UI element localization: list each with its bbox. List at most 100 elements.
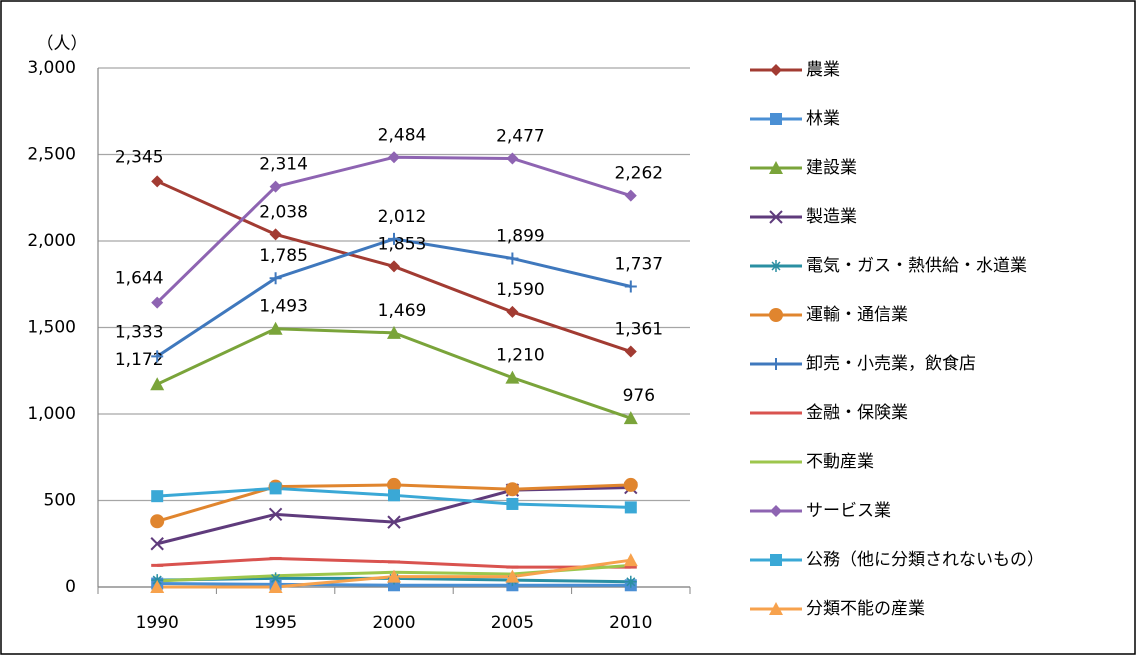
marker xyxy=(506,305,519,318)
marker xyxy=(150,580,165,593)
legend-label: 農業 xyxy=(806,60,840,80)
x-tick-label: 1995 xyxy=(254,613,297,633)
data-label: 1,172 xyxy=(115,350,164,370)
marker xyxy=(770,260,782,272)
legend-label: 建設業 xyxy=(806,158,857,178)
marker xyxy=(506,497,519,510)
data-label: 1,469 xyxy=(378,301,427,321)
marker xyxy=(770,554,782,566)
data-label: 976 xyxy=(623,386,655,406)
legend-item: 製造業 xyxy=(750,207,857,227)
data-label: 2,038 xyxy=(259,202,308,222)
marker xyxy=(151,490,164,503)
data-label: 1,210 xyxy=(496,346,545,366)
y-tick-label: 0 xyxy=(65,577,76,597)
marker xyxy=(269,482,282,495)
data-label: 1,361 xyxy=(614,320,663,340)
legend-label: 製造業 xyxy=(806,207,857,227)
marker xyxy=(150,377,165,391)
legend-item: 公務（他に分類されないもの） xyxy=(750,550,1044,570)
legend-item: 分類不能の産業 xyxy=(750,599,925,619)
marker xyxy=(506,152,519,165)
marker xyxy=(623,411,638,425)
legend-item: 建設業 xyxy=(750,158,857,178)
marker xyxy=(268,580,283,593)
marker xyxy=(505,370,520,384)
marker xyxy=(275,575,277,577)
data-label: 2,345 xyxy=(115,147,164,167)
y-tick-label: 3,000 xyxy=(27,58,76,78)
marker xyxy=(623,477,638,492)
legend-label: 運輸・通信業 xyxy=(806,305,908,325)
legend-label: 金融・保険業 xyxy=(806,403,908,423)
data-label: 1,853 xyxy=(378,234,427,254)
marker xyxy=(268,321,283,335)
marker xyxy=(624,501,637,514)
data-label: 2,012 xyxy=(378,207,427,227)
legend-item: 農業 xyxy=(750,60,840,80)
marker xyxy=(769,161,783,174)
legend-item: 不動産業 xyxy=(750,452,874,472)
legend-item: 林業 xyxy=(750,109,840,129)
marker xyxy=(387,477,401,492)
marker xyxy=(770,113,782,125)
x-tick-label: 2010 xyxy=(609,613,652,633)
marker xyxy=(151,296,164,309)
legend-item: サービス業 xyxy=(750,501,891,521)
y-tick-label: 2,500 xyxy=(27,145,76,165)
data-label: 1,590 xyxy=(496,280,545,300)
marker xyxy=(388,151,400,164)
data-label: 1,899 xyxy=(496,226,545,246)
marker xyxy=(775,461,777,463)
marker xyxy=(505,482,520,497)
legend-label: 卸売・小売業，飲食店 xyxy=(806,354,976,374)
marker xyxy=(506,252,519,265)
legend-item: 金融・保険業 xyxy=(750,403,908,423)
data-label: 2,262 xyxy=(614,164,663,184)
y-tick-label: 500 xyxy=(44,491,76,511)
marker xyxy=(770,505,782,517)
marker xyxy=(770,64,782,76)
y-tick-label: 1,500 xyxy=(27,318,76,338)
data-label: 1,493 xyxy=(259,297,308,317)
data-label: 2,314 xyxy=(259,155,308,175)
marker xyxy=(150,514,165,529)
legend-item: 運輸・通信業 xyxy=(750,305,908,325)
marker xyxy=(269,180,282,193)
marker xyxy=(387,569,401,583)
marker xyxy=(387,325,401,339)
legend-label: 公務（他に分類されないもの） xyxy=(806,550,1044,570)
x-tick-label: 2005 xyxy=(491,613,534,633)
marker xyxy=(387,515,401,529)
data-label: 2,484 xyxy=(378,125,427,145)
data-label: 1,785 xyxy=(259,246,308,266)
legend-label: サービス業 xyxy=(806,501,891,521)
marker xyxy=(769,308,783,322)
marker xyxy=(623,553,638,567)
marker xyxy=(269,272,282,285)
legend-label: 電気・ガス・熱供給・水道業 xyxy=(806,256,1027,276)
y-tick-label: 1,000 xyxy=(27,404,76,424)
marker xyxy=(624,189,637,202)
data-label: 1,737 xyxy=(614,254,663,274)
x-tick-label: 2000 xyxy=(372,613,415,633)
x-tick-label: 1990 xyxy=(136,613,179,633)
marker xyxy=(151,350,164,363)
marker xyxy=(769,602,783,615)
marker xyxy=(769,210,783,224)
marker xyxy=(624,345,637,358)
legend-item: 卸売・小売業，飲食店 xyxy=(750,354,976,374)
y-tick-label: 2,000 xyxy=(27,231,76,251)
legend-label: 不動産業 xyxy=(806,452,874,472)
data-label: 2,477 xyxy=(496,126,545,146)
y-unit-label: （人） xyxy=(37,34,88,54)
legend-label: 林業 xyxy=(806,109,840,129)
marker xyxy=(269,572,282,585)
marker xyxy=(388,260,400,273)
marker xyxy=(770,358,782,370)
marker xyxy=(268,507,283,522)
marker xyxy=(150,537,164,551)
marker xyxy=(388,489,400,502)
marker xyxy=(151,175,164,188)
